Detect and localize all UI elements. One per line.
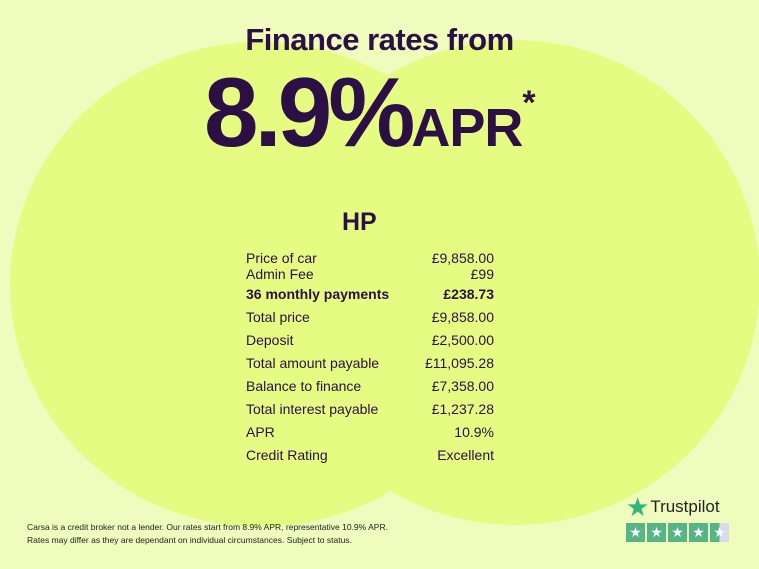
row-label: Total price [246,308,310,325]
row-value: £2,500.00 [431,331,494,348]
star-icon: ★ [626,492,650,522]
trustpilot-name: Trustpilot [650,497,720,516]
row-value: £9,858.00 [431,308,494,325]
row-value: £9,858.00 [431,250,494,266]
table-row: Admin Fee £99 [244,266,496,282]
table-row: Total interest payable £1,237.28 [244,397,496,420]
table-row: Total price £9,858.00 [244,305,496,328]
apr-label: APR [411,98,523,158]
row-label: Balance to finance [246,377,362,394]
row-label: 36 monthly payments [246,285,390,302]
finance-table: Price of car £9,858.00 Admin Fee £99 36 mont… [244,250,496,466]
disclaimer-line: Rates may differ as they are dependant o… [27,535,352,545]
table-row: Credit Rating Excellent [244,443,496,466]
row-label: Price of car [246,250,317,266]
row-value: £11,095.28 [424,354,494,371]
star-icon: ★ [647,523,666,542]
section-title: HP [342,208,377,236]
row-label: Admin Fee [246,266,314,282]
star-icon: ★ [710,523,729,542]
row-value: 10.9% [454,423,494,440]
row-label: Total amount payable [246,354,380,371]
table-row: Total amount payable £11,095.28 [244,351,496,374]
row-value: £99 [470,266,494,282]
rating-stars: ★ ★ ★ ★ ★ [626,523,729,542]
star-icon: ★ [689,523,708,542]
row-value: Excellent [437,446,494,463]
star-icon: ★ [626,523,645,542]
asterisk: * [522,84,536,122]
table-row: APR 10.9% [244,420,496,443]
trustpilot-logo: ★ Trustpilot [626,492,729,522]
row-label: APR [246,423,275,440]
row-value: £1,237.28 [431,400,494,417]
row-label: Deposit [246,331,294,348]
rate-display: 8.9%APR* [204,62,536,162]
row-value: £7,358.00 [431,377,494,394]
row-label: Total interest payable [246,400,379,417]
row-value: £238.73 [443,285,494,302]
background-circle-right [270,40,759,525]
trustpilot-badge[interactable]: ★ Trustpilot ★ ★ ★ ★ ★ [626,492,729,542]
table-row: Balance to finance £7,358.00 [244,374,496,397]
table-row: Price of car £9,858.00 [244,250,496,266]
disclaimer: Carsa is a credit broker not a lender. O… [27,521,388,547]
table-row: 36 monthly payments £238.73 [244,282,496,305]
rate-value: 8.9% [204,57,415,167]
disclaimer-line: Carsa is a credit broker not a lender. O… [27,522,388,532]
row-label: Credit Rating [246,446,328,463]
headline: Finance rates from [245,22,514,57]
table-row: Deposit £2,500.00 [244,328,496,351]
star-icon: ★ [668,523,687,542]
